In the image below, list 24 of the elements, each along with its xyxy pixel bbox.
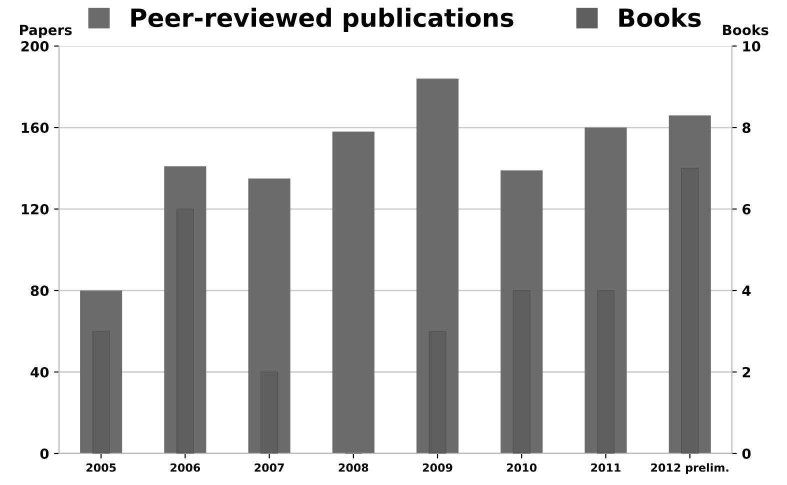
y2-tick-label: 4	[742, 286, 751, 296]
x-tick-label: 2010	[507, 463, 537, 472]
x-tick-label: 2005	[86, 463, 116, 472]
y2-tick-label: 2	[742, 366, 750, 378]
y-tick-label: 40	[30, 366, 49, 378]
y-axis-title: Papers	[20, 24, 72, 38]
x-tick-label: 2012 prelim.	[651, 463, 728, 474]
legend-label: Peer-reviewed publications	[131, 8, 514, 32]
y2-axis-title: Books	[723, 24, 768, 36]
x-tick-label: 2009	[422, 463, 452, 472]
y2-tick-label: 0	[742, 448, 751, 459]
y-tick-label: 120	[22, 204, 49, 215]
y-tick-label: 0	[40, 448, 49, 459]
x-tick-label: 2008	[338, 463, 368, 472]
x-tick-label: 2011	[591, 463, 620, 472]
y2-tick-label: 6	[742, 204, 751, 215]
y-tick-label: 80	[30, 285, 49, 296]
y2-tick-label: 8	[742, 122, 750, 134]
x-tick-label: 2007	[254, 463, 284, 472]
legend-label: Books	[619, 8, 701, 28]
y-tick-label: 160	[22, 122, 49, 134]
y2-tick-label: 10	[743, 41, 760, 52]
y-tick-label: 200	[21, 41, 49, 52]
x-tick-label: 2006	[170, 463, 200, 472]
